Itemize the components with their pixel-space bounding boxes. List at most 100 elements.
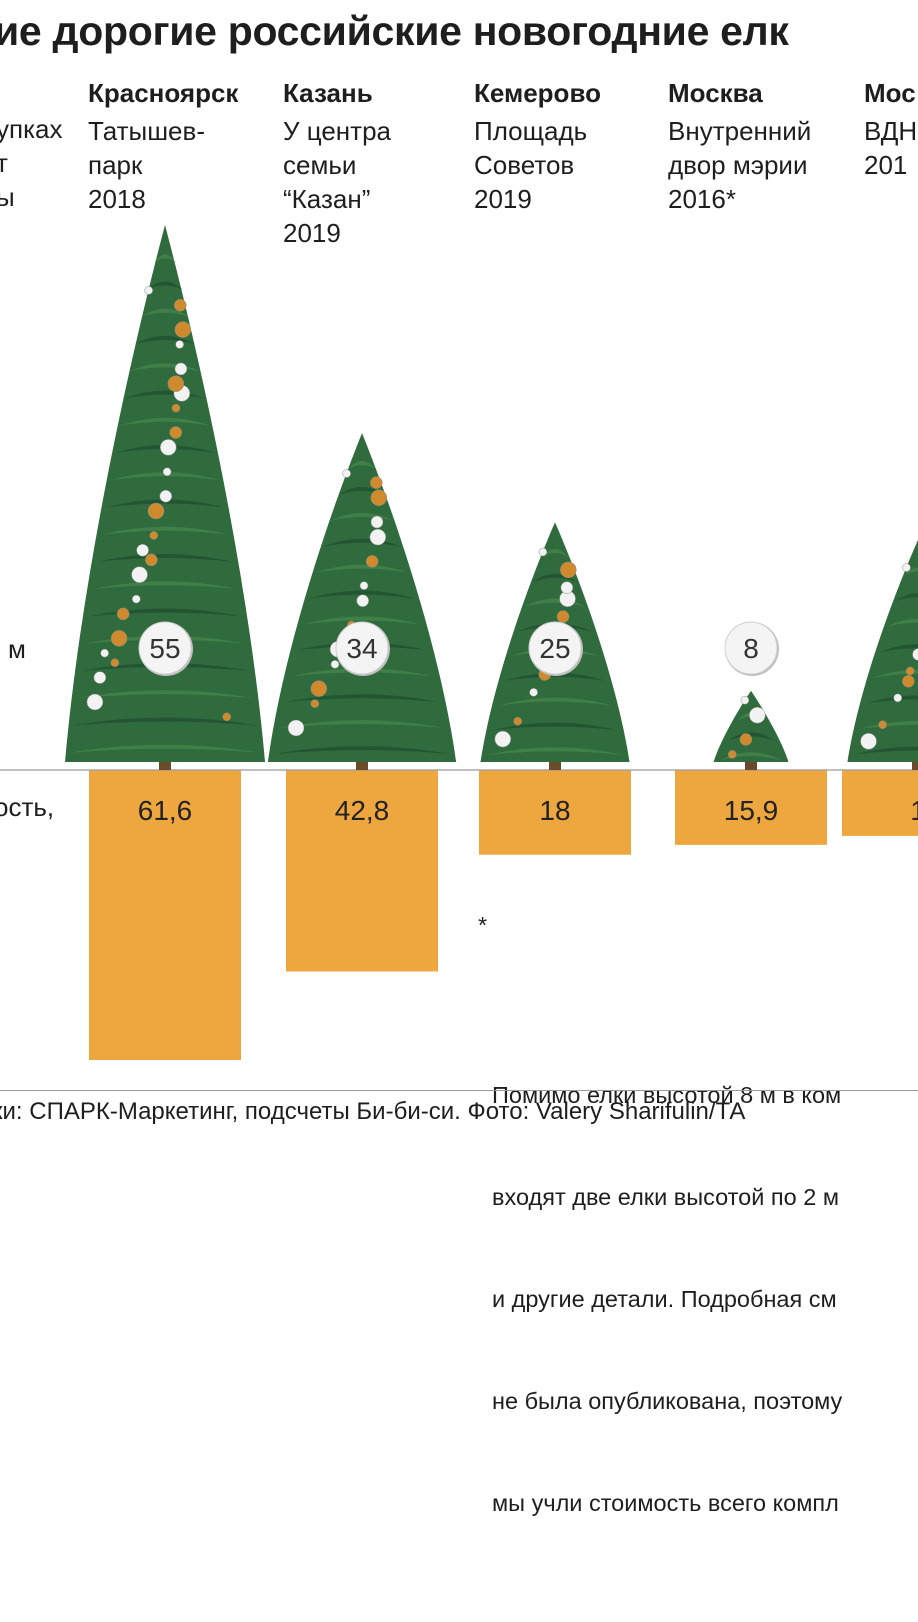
tree-branch bbox=[486, 747, 624, 756]
ornament bbox=[739, 733, 753, 746]
ornament bbox=[110, 630, 128, 647]
city-label: Красноярск bbox=[88, 78, 239, 108]
column-header-krasnoyarsk: Красноярск Татышев- парк 2018 bbox=[88, 76, 238, 216]
tree-branch bbox=[491, 722, 619, 731]
city-label: Мос bbox=[864, 78, 916, 108]
column-header-kemerovo: Кемерово Площадь Советов 2019 bbox=[474, 76, 601, 216]
ornament bbox=[86, 693, 104, 711]
ornament bbox=[175, 340, 184, 349]
city-label: Москва bbox=[668, 78, 763, 108]
place-label: У центра семьи “Казан” 2019 bbox=[283, 116, 391, 248]
footnote-mark: * bbox=[478, 912, 488, 938]
ornament bbox=[310, 680, 328, 697]
tree-branch bbox=[338, 486, 386, 495]
tree-branch bbox=[92, 581, 238, 590]
column-header-kazan: Казань У центра семьи “Казан” 2019 bbox=[283, 76, 391, 250]
tree-branch bbox=[895, 593, 918, 602]
tree-branch bbox=[273, 746, 451, 755]
tree-branch bbox=[302, 616, 422, 625]
place-label: Внутренний двор мэрии 2016* bbox=[668, 116, 812, 214]
tree-silhouette bbox=[713, 690, 789, 762]
ornament bbox=[310, 699, 320, 708]
cost-bar bbox=[479, 770, 631, 855]
ornament bbox=[494, 730, 512, 748]
city-label: Казань bbox=[283, 78, 373, 108]
ornament bbox=[147, 502, 165, 520]
height-badge bbox=[138, 621, 192, 675]
ornament bbox=[749, 706, 766, 724]
legend-cost: ость, . bbox=[0, 792, 55, 856]
ornament bbox=[100, 648, 109, 658]
footnote-line: Помимо елки высотой 8 м в ком bbox=[492, 1082, 842, 1108]
tree-trunk bbox=[356, 760, 368, 770]
tree-branch bbox=[135, 336, 195, 344]
cost-label: 18 bbox=[539, 795, 570, 826]
ornament bbox=[131, 566, 148, 583]
legend-height: м bbox=[8, 634, 26, 664]
height-badge bbox=[528, 621, 582, 675]
ornament bbox=[287, 719, 305, 737]
ornament bbox=[513, 716, 522, 726]
ornament bbox=[365, 555, 379, 568]
ornament bbox=[145, 553, 158, 567]
tree-branch bbox=[497, 697, 613, 706]
tree-branch bbox=[316, 564, 408, 573]
ornament bbox=[174, 362, 188, 376]
ornament bbox=[369, 528, 387, 546]
tree-branch bbox=[105, 499, 225, 508]
ornament bbox=[222, 712, 232, 722]
footnote-line: не была опубликована, поэтому bbox=[492, 1388, 843, 1414]
ornament bbox=[173, 298, 187, 312]
ornament bbox=[356, 594, 369, 607]
tree-branch bbox=[278, 720, 446, 729]
ornament bbox=[359, 581, 369, 590]
tree-trunk bbox=[159, 760, 171, 770]
ornament bbox=[330, 660, 340, 669]
tree-branch bbox=[147, 281, 183, 290]
footnote-line: входят две елки высотой по 2 м bbox=[492, 1184, 839, 1210]
tree-branch bbox=[284, 694, 440, 703]
place-label: ВДН 201 bbox=[864, 116, 918, 180]
tree-1 bbox=[65, 225, 265, 770]
ornament bbox=[727, 750, 737, 759]
divider bbox=[0, 1090, 918, 1091]
ornament bbox=[116, 607, 130, 621]
ornament bbox=[159, 489, 173, 503]
ornament bbox=[370, 489, 388, 507]
ornament bbox=[902, 675, 915, 688]
chart-title: ие дорогие российские новогодние елк bbox=[0, 8, 789, 54]
cost-label: 61,6 bbox=[138, 795, 193, 826]
tree-4 bbox=[713, 690, 789, 770]
ornament bbox=[905, 666, 915, 676]
tree-branch bbox=[887, 618, 918, 627]
column-header-moscow-vdnh: Мос ВДН 201 bbox=[864, 76, 917, 182]
tree-branch bbox=[154, 254, 176, 263]
tree-branch bbox=[119, 417, 211, 426]
cost-bar bbox=[286, 770, 438, 972]
place-label: Татышев- парк 2018 bbox=[88, 116, 205, 214]
legend-top: упках т ы bbox=[0, 114, 63, 212]
height-label: 34 bbox=[346, 633, 377, 664]
ornament bbox=[160, 439, 177, 456]
ornament bbox=[174, 321, 192, 338]
tree-branch bbox=[76, 690, 254, 699]
city-label: Кемерово bbox=[474, 78, 601, 108]
tree-branch bbox=[859, 720, 918, 729]
tree-trunk bbox=[745, 760, 757, 770]
ornament bbox=[529, 688, 538, 697]
ornament bbox=[370, 476, 383, 489]
ornament bbox=[912, 648, 918, 661]
footnote: * Помимо елки высотой 8 м в ком входят д… bbox=[478, 908, 842, 1622]
height-badge bbox=[335, 621, 389, 675]
tree-5 bbox=[847, 540, 918, 770]
tree-branch bbox=[853, 746, 918, 755]
tree-trunk bbox=[912, 760, 918, 770]
ornament bbox=[370, 515, 384, 529]
cost-bar bbox=[675, 770, 827, 845]
ornament bbox=[169, 426, 183, 439]
cost-bar bbox=[89, 770, 241, 1060]
ornament bbox=[560, 581, 574, 594]
ornament bbox=[110, 658, 120, 667]
ornament bbox=[860, 733, 877, 750]
ornament bbox=[167, 375, 185, 392]
